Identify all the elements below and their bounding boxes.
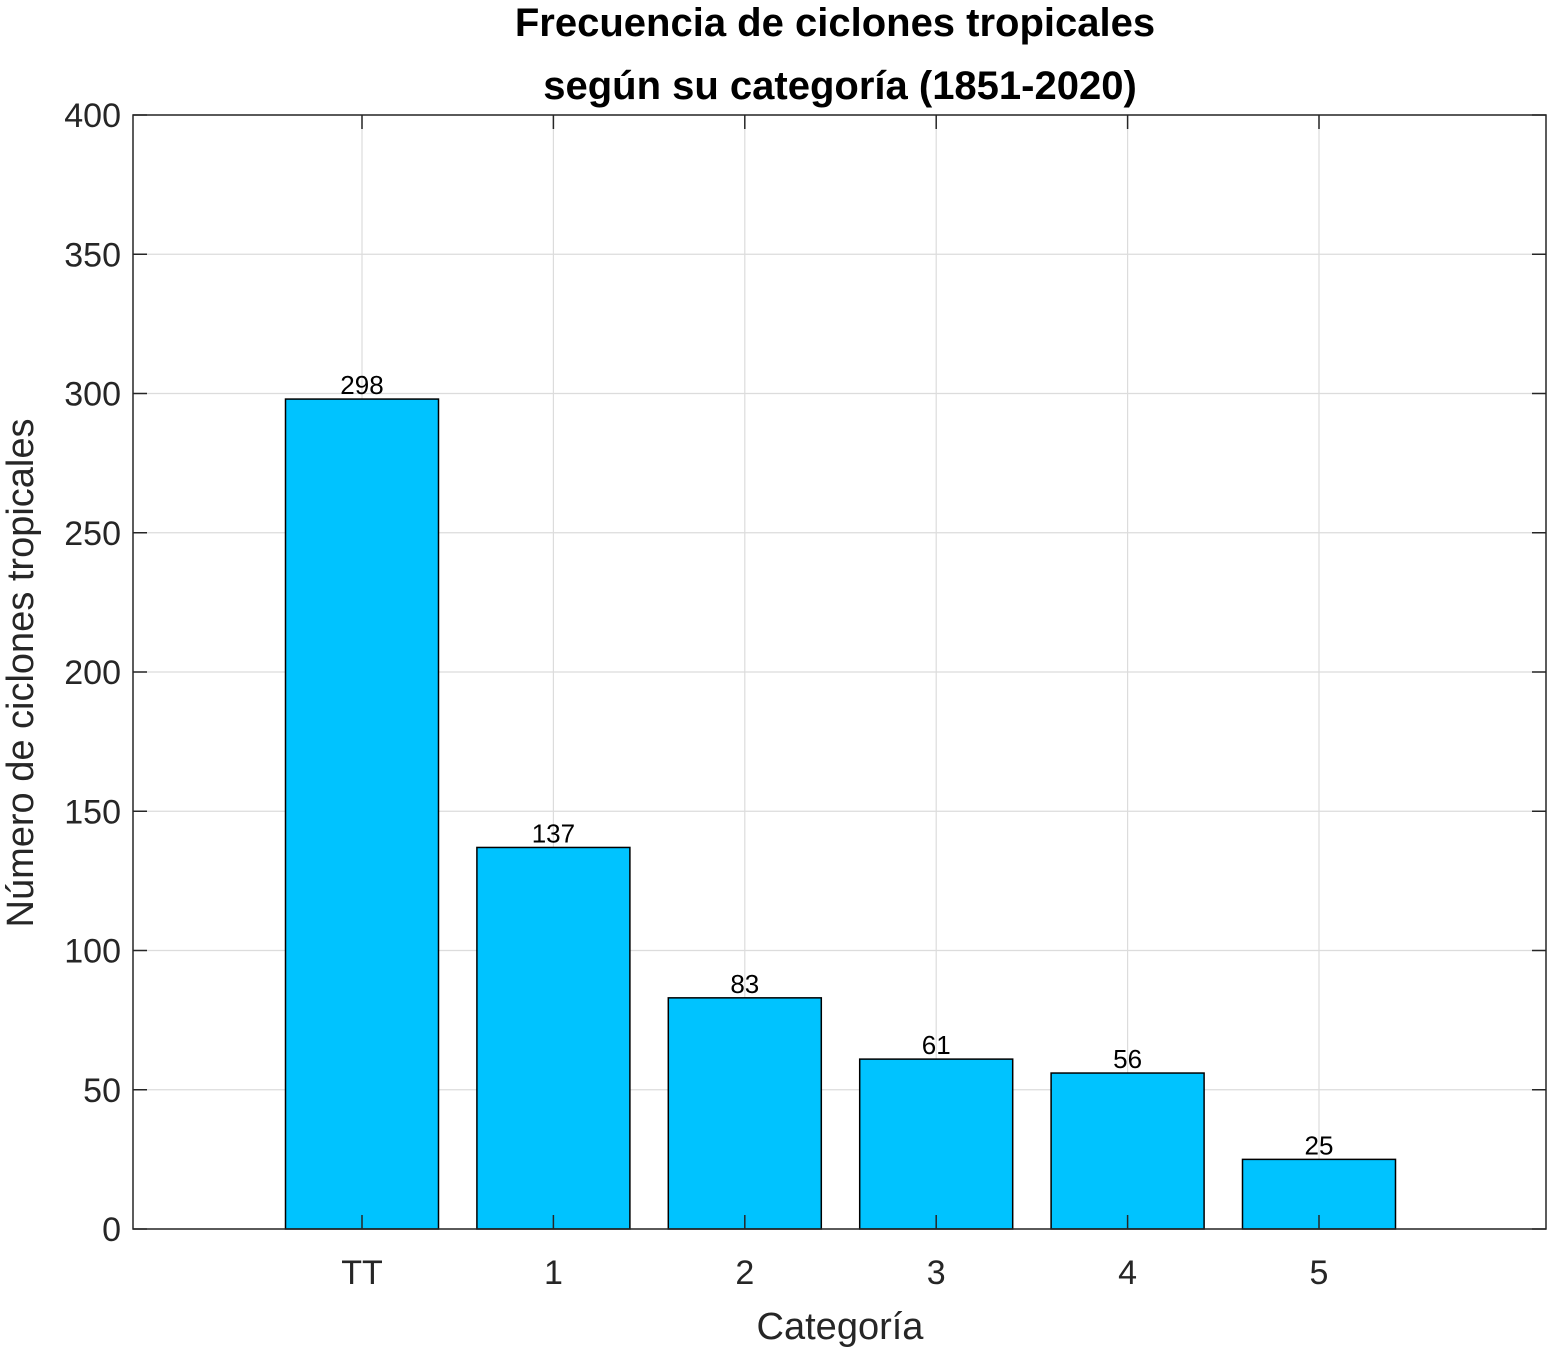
chart-title-line-1: Frecuencia de ciclones tropicales <box>515 1 1155 45</box>
bar-1 <box>476 846 631 1230</box>
x-tick-label: TT <box>341 1254 383 1292</box>
x-axis-label: Categoría <box>757 1306 925 1348</box>
x-tick-label: 4 <box>1118 1254 1137 1292</box>
bar-value-label: 137 <box>532 818 575 848</box>
plot-area-frame <box>132 114 1547 1230</box>
bar-value-label: 83 <box>730 969 759 999</box>
bar-4 <box>1050 1072 1205 1230</box>
bar-value-label: 298 <box>340 370 383 400</box>
bar-3 <box>858 1058 1014 1230</box>
bar-value-label: 25 <box>1305 1130 1334 1160</box>
bar-value-label: 61 <box>922 1030 951 1060</box>
y-tick-label: 50 <box>83 1072 121 1110</box>
y-tick-label: 100 <box>64 933 121 971</box>
data-labels: 298 137 83 61 56 25 <box>340 370 1333 1160</box>
y-tick-label: 200 <box>64 654 121 692</box>
axis-ticks: 0 50 100 150 200 250 300 350 400 TT 1 2 3 4 5 <box>64 97 1546 1292</box>
y-tick-label: 0 <box>102 1211 121 1249</box>
x-tick-label: 2 <box>735 1254 754 1292</box>
y-tick-label: 400 <box>64 97 121 135</box>
bar-TT <box>284 398 440 1230</box>
x-tick-label: 3 <box>927 1254 946 1292</box>
chart-title-line-2: según su categoría (1851-2020) <box>543 64 1137 108</box>
bar-value-label: 56 <box>1113 1044 1142 1074</box>
y-tick-label: 250 <box>64 515 121 553</box>
y-tick-label: 350 <box>64 236 121 274</box>
bars <box>284 398 1397 1230</box>
x-tick-label: 1 <box>544 1254 563 1292</box>
bar-2 <box>667 997 823 1230</box>
y-tick-label: 300 <box>64 376 121 414</box>
y-tick-label: 150 <box>64 793 121 831</box>
y-axis-label: Número de ciclones tropicales <box>0 418 42 927</box>
x-tick-label: 5 <box>1310 1254 1329 1292</box>
